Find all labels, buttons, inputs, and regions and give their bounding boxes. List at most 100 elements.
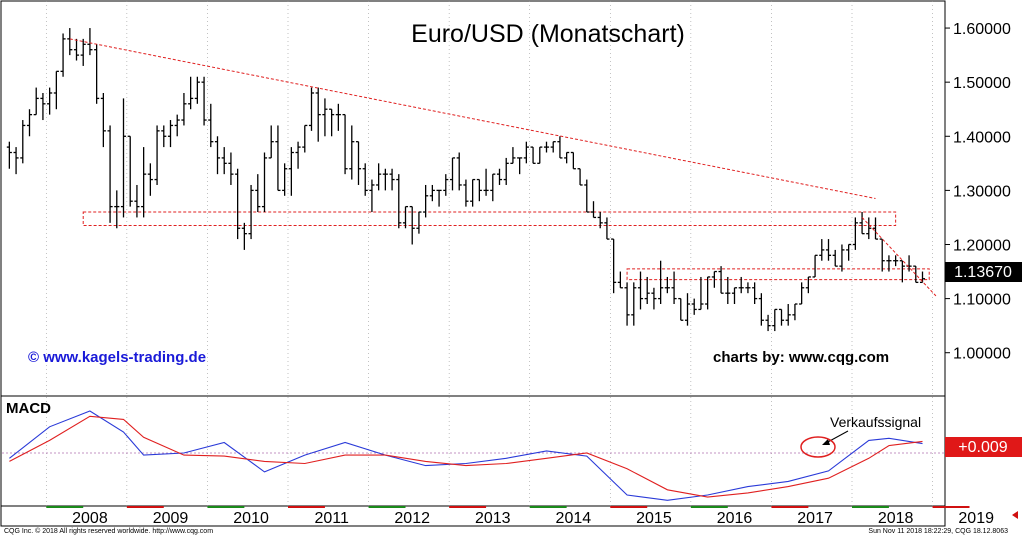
ohlc-bar [235,168,241,240]
ohlc-bar [349,125,355,180]
ohlc-bar [255,174,261,213]
ohlc-bar [154,125,160,185]
ohlc-bar [752,282,758,305]
ohlc-bar [322,98,328,137]
ohlc-bar [530,146,536,164]
ohlc-bar [805,276,811,294]
year-tick [932,506,970,508]
price-axis-label: 1.10000 [953,292,1011,309]
ohlc-bar [617,271,623,289]
ohlc-bar [53,70,59,110]
year-tick [771,506,809,508]
ohlc-bar [705,276,711,310]
ohlc-bars [6,28,926,332]
ohlc-bar [590,201,597,219]
ohlc-bar [40,92,46,121]
ohlc-bar [846,243,852,261]
ohlc-bar [423,184,429,218]
ohlc-bar [913,265,919,284]
ohlc-bar [47,87,53,115]
ohlc-bar [886,255,892,272]
ohlc-bar [543,141,550,153]
ohlc-bar [671,271,677,305]
ohlc-bar [819,239,825,261]
year-label: 2016 [717,510,753,527]
ohlc-bar [510,147,516,164]
year-label: 2008 [72,510,108,527]
watermark-right[interactable]: charts by: www.cqg.com [713,349,889,366]
ohlc-bar [94,44,100,104]
ohlc-bar [738,276,744,294]
ohlc-bar [570,151,576,170]
ohlc-bar [241,222,247,250]
ohlc-bar [785,304,791,326]
ohlc-bar [302,124,308,153]
ohlc-bar [664,276,670,294]
year-axis: 2008 2009 2010 2011 2012 2013 2014 2015 2016 2017… [46,506,994,527]
ohlc-bar [228,152,234,185]
scroll-left-arrow-icon[interactable] [1012,511,1018,519]
ohlc-bar [13,147,19,175]
ohlc-bar [120,98,127,218]
macd-panel-label: MACD [6,400,51,417]
ohlc-bar [644,276,650,305]
trendline [861,217,937,297]
ohlc-bar [463,179,469,207]
ohlc-bar [832,249,838,267]
last-price-badge [945,262,1022,282]
ohlc-bar [839,244,845,272]
price-axis: 1.60000 1.50000 1.40000 1.30000 1.20000 1.100… [945,21,1011,363]
last-price-label: 1.13670 [954,264,1012,281]
ohlc-bar [201,76,207,126]
ohlc-bar [658,260,664,305]
footer-timestamp: Sun Nov 11 2018 18:22:29, CQG 18.12.8063 [868,528,1008,535]
year-label: 2009 [153,510,189,527]
price-axis-label: 1.60000 [953,21,1011,38]
ohlc-bar [919,271,926,284]
ohlc-bar [174,114,180,137]
ohlc-bar [355,141,362,185]
ohlc-bar [73,38,80,61]
year-label: 2011 [314,510,349,527]
year-label: 2013 [475,510,511,527]
ohlc-bar [637,271,644,310]
ohlc-bar [261,152,268,213]
chart-title: Euro/USD (Monatschart) [411,20,685,48]
year-tick [690,506,728,508]
support-zone [626,268,930,281]
price-axis-label: 1.50000 [953,75,1011,92]
ohlc-bar [402,205,409,229]
ohlc-bar [409,205,415,245]
ohlc-bar [879,238,885,272]
year-tick [852,506,889,508]
ohlc-bar [725,276,731,305]
sell-signal-arrowhead [822,439,830,445]
grid-lines [2,1,944,506]
ohlc-bar [537,146,543,164]
year-label: 2010 [233,510,269,527]
year-tick [126,506,164,508]
ohlc-bar [208,103,214,148]
sell-signal-annotation: Verkaufssignal [830,414,921,430]
ohlc-bar [100,92,106,148]
ohlc-bar [181,92,187,126]
year-tick [529,506,567,508]
ohlc-bar [691,298,697,315]
ohlc-bar [859,212,865,235]
ohlc-bar [80,38,86,66]
ohlc-bar [67,28,73,56]
ohlc-bar [523,141,529,164]
price-axis-label: 1.20000 [953,237,1011,254]
ohlc-bar [496,168,503,185]
watermark-left[interactable]: © www.kagels-trading.de [28,349,206,366]
ohlc-bar [812,254,818,278]
price-axis-label: 1.30000 [953,183,1011,200]
support-zone [82,211,897,227]
year-tick [610,506,648,508]
ohlc-bar [893,255,899,267]
ohlc-bar [456,152,462,191]
ohlc-bar [557,136,563,159]
ohlc-bar [396,174,402,229]
ohlc-bar [584,179,590,213]
